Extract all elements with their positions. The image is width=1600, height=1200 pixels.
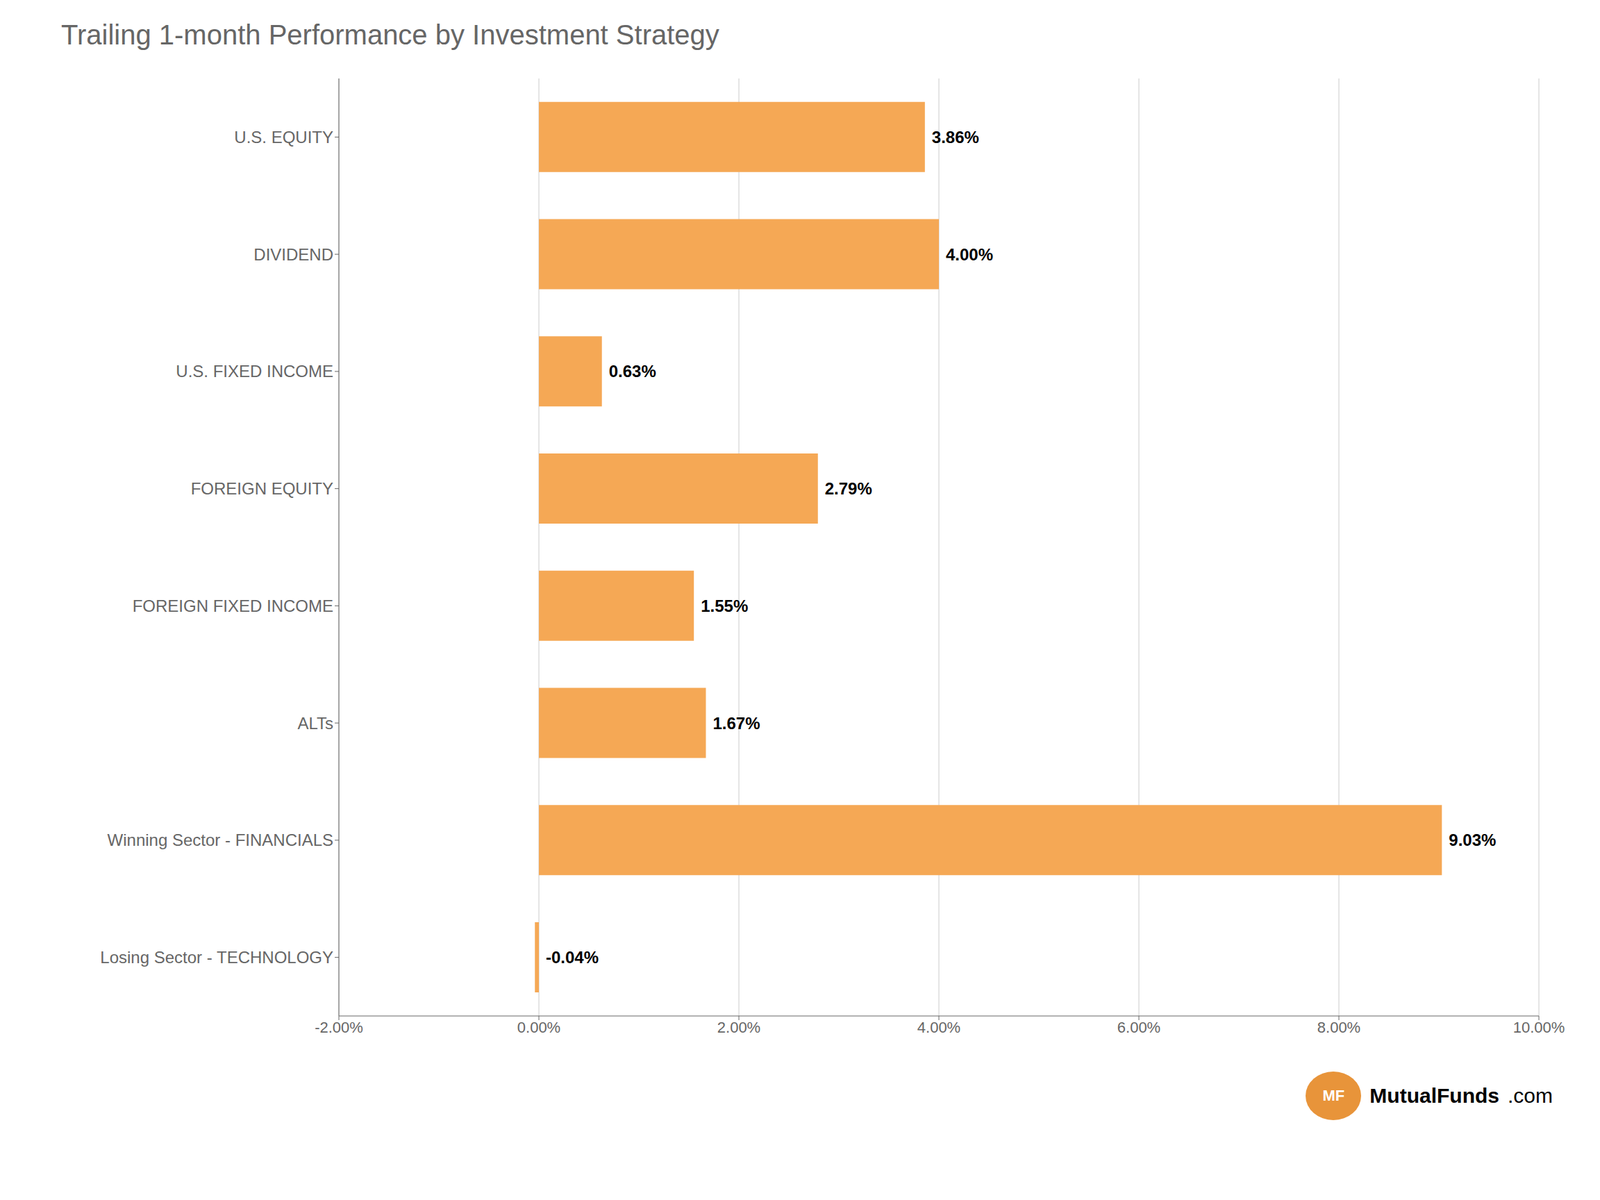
- svg-text:DIVIDEND: DIVIDEND: [253, 245, 334, 264]
- svg-text:-2.00%: -2.00%: [314, 1018, 364, 1037]
- html-text:MF: MF: [1322, 1086, 1345, 1105]
- svg-text:8.00%: 8.00%: [1317, 1018, 1361, 1037]
- svg-text:1.67%: 1.67%: [712, 713, 760, 733]
- svg-text:2.00%: 2.00%: [717, 1018, 761, 1037]
- svg-text:FOREIGN EQUITY: FOREIGN EQUITY: [190, 479, 334, 498]
- svg-text:U.S. FIXED INCOME: U.S. FIXED INCOME: [175, 361, 334, 381]
- svg-text:Winning Sector - FINANCIALS: Winning Sector - FINANCIALS: [107, 830, 334, 850]
- svg-text:3.86%: 3.86%: [931, 127, 980, 147]
- svg-text:4.00%: 4.00%: [945, 245, 994, 264]
- html-text:Trailing 1-month Performance b: Trailing 1-month Performance by Investme…: [61, 19, 720, 50]
- svg-text:U.S. EQUITY: U.S. EQUITY: [234, 127, 334, 147]
- svg-text:4.00%: 4.00%: [917, 1018, 961, 1037]
- html-text:MutualFunds .com: MutualFunds .com: [1369, 1084, 1553, 1107]
- svg-text:10.00%: 10.00%: [1513, 1018, 1566, 1037]
- svg-text:9.03%: 9.03%: [1448, 830, 1496, 850]
- svg-text:6.00%: 6.00%: [1117, 1018, 1161, 1037]
- svg-text:Losing Sector - TECHNOLOGY: Losing Sector - TECHNOLOGY: [100, 947, 334, 967]
- svg-text:FOREIGN FIXED INCOME: FOREIGN FIXED INCOME: [132, 596, 334, 616]
- svg-text:2.79%: 2.79%: [825, 479, 873, 498]
- svg-text:0.63%: 0.63%: [609, 361, 657, 381]
- svg-text:ALTs: ALTs: [297, 713, 334, 733]
- svg-text:-0.04%: -0.04%: [545, 947, 599, 967]
- svg-text:0.00%: 0.00%: [517, 1018, 561, 1037]
- svg-text:1.55%: 1.55%: [700, 596, 748, 616]
